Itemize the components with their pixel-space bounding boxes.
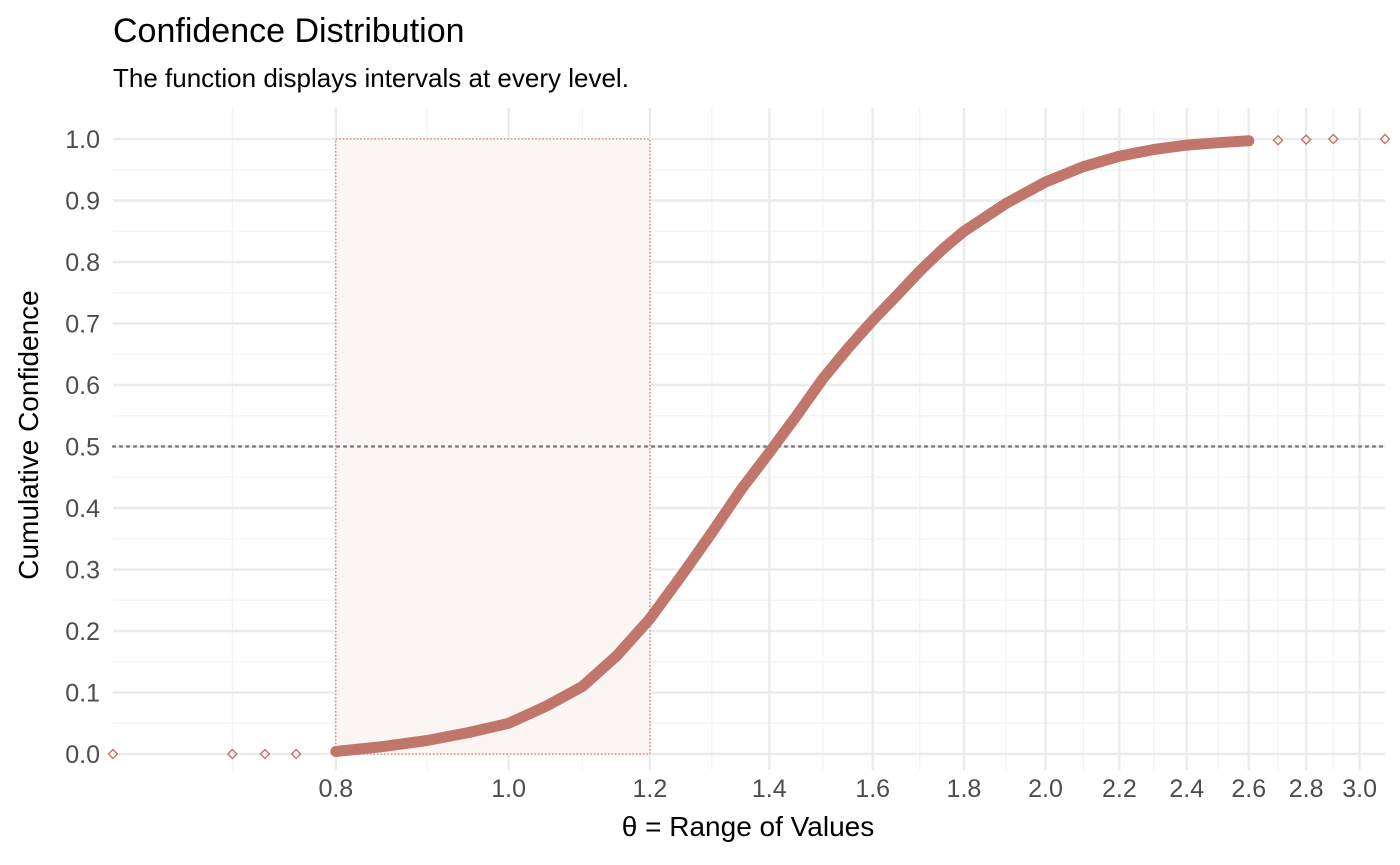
data-point-marker: [259, 748, 271, 760]
data-point-marker: [290, 748, 302, 760]
x-tick-label: 2.8: [1289, 775, 1324, 803]
x-tick-label: 0.8: [318, 775, 353, 803]
y-tick-label: 1.0: [65, 126, 100, 154]
y-axis-title: Cumulative Confidence: [13, 290, 44, 580]
chart-subtitle: The function displays intervals at every…: [113, 63, 629, 93]
y-tick-label: 0.9: [65, 188, 100, 216]
x-tick-label: 2.0: [1028, 775, 1063, 803]
data-point-marker: [226, 748, 238, 760]
data-point-marker: [1327, 133, 1339, 145]
grid: [113, 108, 1385, 770]
y-tick-label: 0.3: [65, 557, 100, 585]
y-tick-label: 0.1: [65, 680, 100, 708]
y-tick-label: 0.5: [65, 434, 100, 462]
point-markers: [107, 133, 1391, 760]
cdf-curve: [330, 135, 1255, 757]
x-tick-label: 2.6: [1231, 775, 1266, 803]
y-tick-label: 0.7: [65, 311, 100, 339]
x-tick-label: 1.6: [855, 775, 890, 803]
curve-series: [330, 135, 1255, 757]
x-tick-label: 1.8: [947, 775, 982, 803]
y-tick-label: 0.2: [65, 618, 100, 646]
y-tick-label: 0.0: [65, 741, 100, 769]
chart-title: Confidence Distribution: [113, 12, 465, 50]
y-tick-label: 0.4: [65, 495, 100, 523]
x-tick-label: 2.2: [1102, 775, 1137, 803]
data-point-marker: [107, 748, 119, 760]
x-tick-label: 1.4: [752, 775, 787, 803]
x-axis-title: θ = Range of Values: [622, 811, 874, 842]
x-tick-label: 1.2: [632, 775, 667, 803]
x-tick-label: 3.0: [1342, 775, 1377, 803]
data-point-marker: [1379, 133, 1391, 145]
x-axis-ticks: 0.8 1.0 1.2 1.4 1.6 1.8 2.0 2.2 2.4 2.6 2.8 3.0: [318, 775, 1377, 803]
x-tick-label: 2.4: [1169, 775, 1204, 803]
x-tick-label: 1.0: [491, 775, 526, 803]
data-point-marker: [1272, 134, 1284, 146]
y-tick-label: 0.8: [65, 249, 100, 277]
data-point-marker: [1300, 134, 1312, 146]
y-axis-ticks: 0.0 0.1 0.2 0.3 0.4 0.5 0.6 0.7 0.8 0.9 1.0: [65, 126, 100, 769]
y-tick-label: 0.6: [65, 372, 100, 400]
